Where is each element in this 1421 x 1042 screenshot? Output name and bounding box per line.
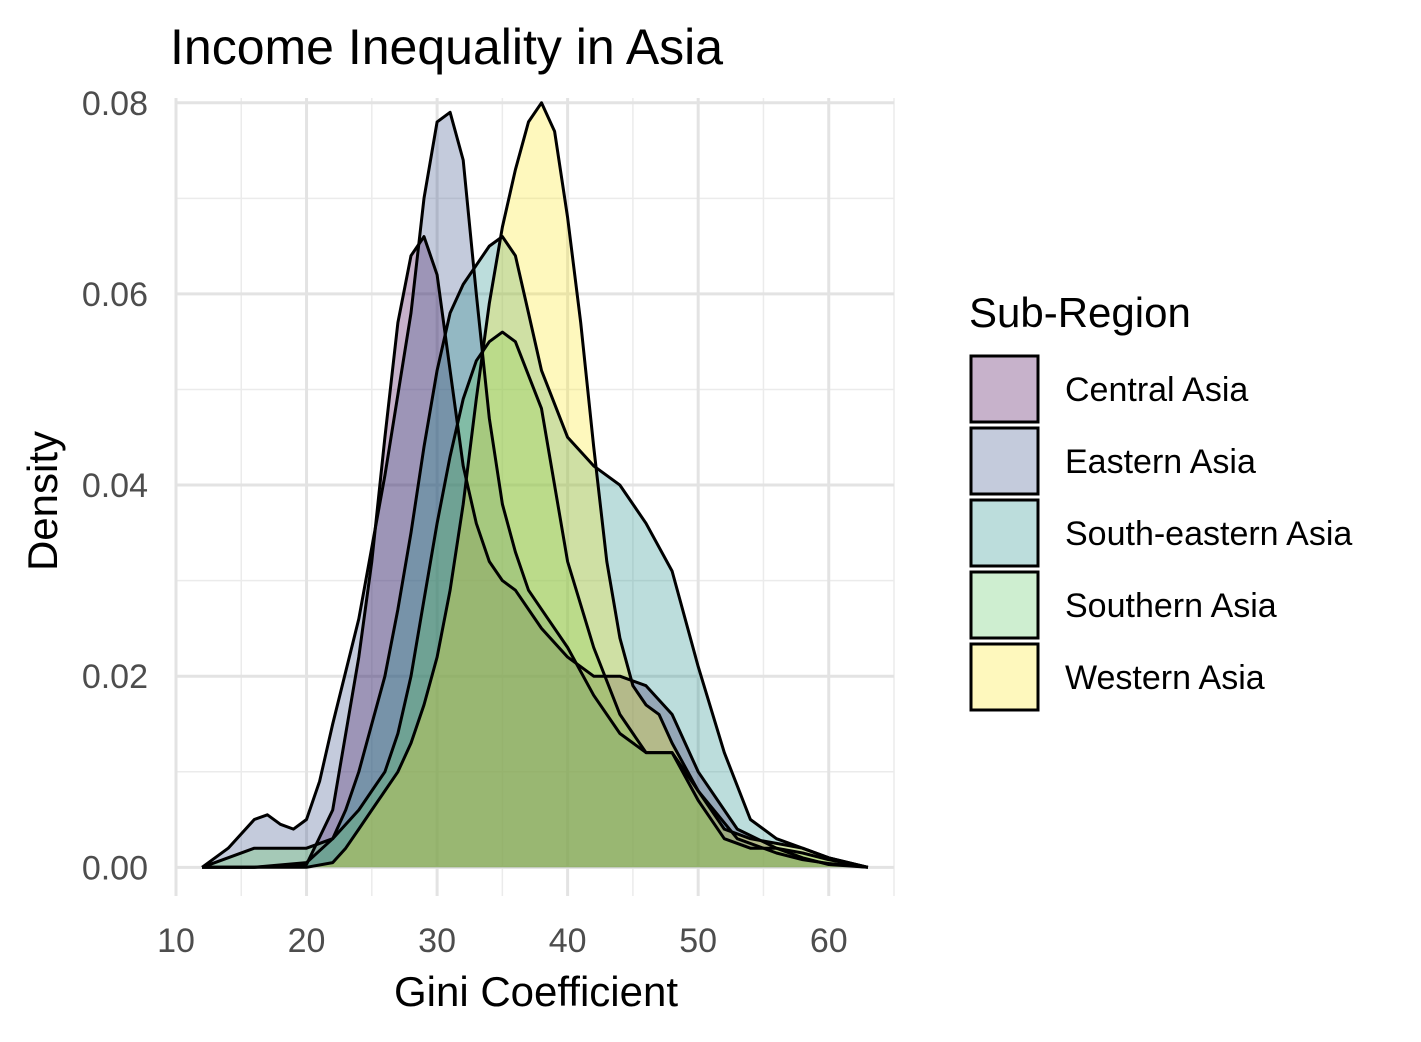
x-tick-label: 30 (418, 922, 456, 960)
density-area (202, 102, 868, 868)
legend-item: Central Asia (969, 354, 1248, 424)
legend-label: Western Asia (1065, 659, 1265, 697)
x-tick-label: 50 (679, 922, 717, 960)
legend-label: Southern Asia (1065, 587, 1277, 625)
x-tick-label: 10 (157, 922, 195, 960)
y-axis-title: Density (19, 431, 66, 571)
legend-key-background (971, 644, 1038, 710)
density-line (202, 235, 869, 869)
y-tick-label: 0.00 (82, 849, 148, 887)
chart-title: Income Inequality in Asia (170, 19, 723, 75)
legend-key (969, 570, 1040, 640)
density-area (202, 236, 868, 868)
legend-key-background (971, 356, 1038, 422)
legend-label: South-eastern Asia (1065, 515, 1352, 553)
x-tick-labels: 10 20 30 40 50 60 (157, 922, 848, 960)
legend-key-background (971, 572, 1038, 638)
legend-key (969, 642, 1040, 712)
legend-key (969, 498, 1040, 568)
legend-item: Southern Asia (969, 570, 1277, 640)
density-area (202, 236, 868, 868)
density-line (201, 330, 869, 869)
y-tick-label: 0.04 (82, 467, 148, 505)
legend-item: Western Asia (969, 642, 1265, 712)
legend-label: Eastern Asia (1065, 443, 1256, 481)
legend-key (969, 354, 1040, 424)
x-tick-label: 20 (288, 922, 326, 960)
density-line (201, 110, 869, 869)
legend-item: South-eastern Asia (969, 498, 1352, 568)
legend-key-background (971, 500, 1038, 566)
legend-item: Eastern Asia (969, 426, 1256, 496)
x-axis-title: Gini Coefficient (394, 968, 678, 1015)
grid-major (174, 98, 894, 896)
legend-key-background (971, 428, 1038, 494)
series-lines (201, 101, 869, 869)
legend-key (969, 426, 1040, 496)
x-tick-label: 60 (810, 922, 848, 960)
density-line (202, 101, 869, 869)
y-tick-labels: 0.00 0.02 0.04 0.06 0.08 (82, 85, 148, 888)
y-tick-label: 0.02 (82, 658, 148, 696)
legend-title: Sub-Region (969, 289, 1191, 336)
legend: Sub-Region Central Asia Eastern Asia South… (969, 289, 1352, 712)
x-tick-label: 40 (549, 922, 587, 960)
density-area (202, 112, 868, 868)
y-tick-label: 0.06 (82, 276, 148, 314)
y-tick-label: 0.08 (82, 85, 148, 123)
legend-label: Central Asia (1065, 371, 1248, 409)
density-line (202, 235, 869, 869)
